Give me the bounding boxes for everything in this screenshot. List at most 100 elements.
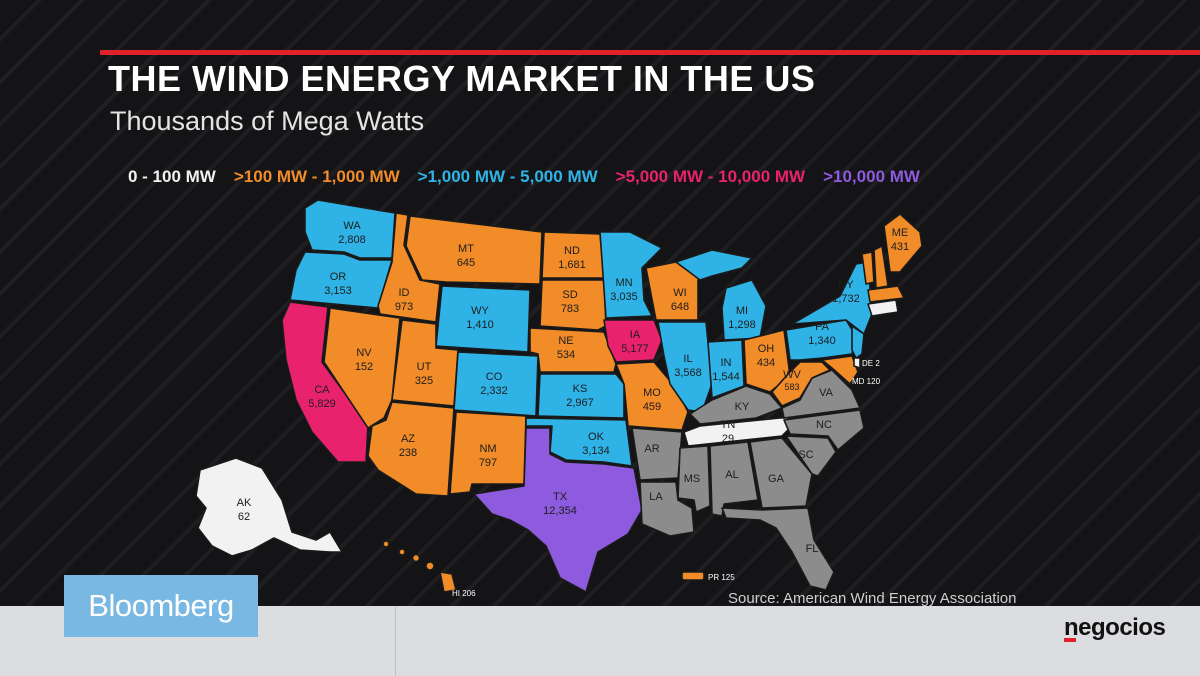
negocios-logo-accent (1064, 638, 1076, 642)
state-co: CO 2,332 (453, 351, 539, 417)
state-fl-code: FL (806, 543, 819, 555)
title-accent-line (100, 50, 1200, 55)
state-wy-code: WY (471, 305, 489, 317)
state-or-code: OR (330, 271, 347, 283)
state-ca-code: CA (314, 384, 330, 396)
state-tn-code: TN (721, 419, 736, 431)
state-mo-code: MO (643, 387, 661, 399)
state-ia-code: IA (630, 329, 641, 341)
state-md (821, 355, 859, 385)
state-nv-code: NV (356, 347, 372, 359)
state-mi: MI 1,298 (675, 249, 767, 341)
state-la-code: LA (649, 491, 663, 503)
state-ia: IA 5,177 (603, 319, 663, 363)
state-al-code: AL (725, 469, 738, 481)
label-md: MD 120 (852, 377, 881, 386)
state-id-code: ID (399, 287, 410, 299)
state-ky-code: KY (735, 401, 750, 413)
state-ms: MS (677, 445, 711, 513)
state-ok-code: OK (588, 431, 605, 443)
state-in-value: 1,544 (712, 371, 740, 383)
state-il: IL 3,568 (657, 321, 713, 413)
state-nm: NM 797 (449, 411, 527, 495)
state-id-value: 973 (395, 301, 413, 313)
state-pa-value: 1,340 (808, 335, 836, 347)
state-nh (873, 245, 889, 289)
state-tn-value: 29 (722, 433, 734, 445)
state-ny-value: 1,732 (832, 293, 860, 305)
state-nv-value: 152 (355, 361, 373, 373)
state-la: LA (639, 481, 695, 537)
state-co-code: CO (486, 371, 503, 383)
state-or: OR 3,153 (289, 251, 393, 309)
legend-item-0-100: 0 - 100 MW (128, 167, 216, 186)
state-mo: MO 459 (615, 361, 689, 431)
state-ar-code: AR (644, 443, 659, 455)
state-mt: MT 645 (405, 215, 543, 285)
state-nm-code: NM (479, 443, 496, 455)
state-sd: SD 783 (539, 279, 607, 331)
state-me: ME 431 (883, 213, 923, 273)
state-il-code: IL (683, 353, 692, 365)
state-ia-value: 5,177 (621, 343, 649, 355)
state-hi (382, 540, 457, 593)
state-nd-code: ND (564, 245, 580, 257)
state-vt (861, 251, 875, 285)
state-wv-code: WV (783, 369, 801, 381)
state-ks-value: 2,967 (566, 397, 594, 409)
state-wv: WV 583 (771, 361, 831, 407)
state-tx-code: TX (553, 491, 568, 503)
state-nc-code: NC (816, 419, 832, 431)
state-de (853, 357, 861, 369)
state-nv: NV 152 (323, 307, 401, 429)
state-il-value: 3,568 (674, 367, 702, 379)
state-mn: MN 3,035 (599, 231, 663, 319)
state-tx-value: 12,354 (543, 505, 577, 517)
state-ca: CA 5,829 (281, 301, 369, 463)
state-az: AZ 238 (367, 401, 455, 497)
state-mt-value: 645 (457, 257, 475, 269)
state-ny: NY 1,732 (791, 261, 873, 335)
state-fl: FL (721, 507, 835, 591)
state-ar: AR (631, 427, 683, 481)
state-ks-code: KS (573, 383, 588, 395)
state-al: AL (709, 441, 759, 517)
state-az-code: AZ (401, 433, 415, 445)
state-ky: KY (689, 385, 783, 425)
state-mn-value: 3,035 (610, 291, 638, 303)
state-oh-value: 434 (757, 357, 775, 369)
legend-item-1000-5000: >1,000 MW - 5,000 MW (417, 167, 598, 186)
state-ak: AK 62 (195, 457, 343, 557)
state-co-value: 2,332 (480, 385, 508, 397)
state-sc: SC (785, 435, 837, 477)
state-wa: WA 2,808 (304, 199, 396, 259)
state-me-value: 431 (891, 241, 909, 253)
bloomberg-logo: Bloomberg (64, 575, 258, 637)
state-or-value: 3,153 (324, 285, 352, 297)
state-mo-value: 459 (643, 401, 661, 413)
state-ma (867, 285, 905, 303)
state-ut-code: UT (417, 361, 432, 373)
state-wi-code: WI (673, 287, 686, 299)
source-note: Source: American Wind Energy Association (728, 590, 1017, 607)
lower-panel-divider (395, 606, 396, 676)
map-title: THE WIND ENERGY MARKET IN THE US (108, 58, 816, 99)
state-tx: TX 12,354 (473, 427, 643, 593)
state-me-code: ME (892, 227, 909, 239)
state-pa-code: PA (815, 321, 830, 333)
state-nc: NC (783, 409, 865, 451)
state-sc-code: SC (798, 449, 813, 461)
state-ak-code: AK (237, 497, 252, 509)
state-wa-value: 2,808 (338, 234, 366, 246)
state-ut: UT 325 (391, 319, 459, 407)
legend-item-100-1000: >100 MW - 1,000 MW (233, 167, 400, 186)
state-nd-value: 1,681 (558, 259, 586, 271)
state-ks: KS 2,967 (537, 373, 625, 419)
state-pa: PA 1,340 (785, 319, 857, 361)
state-wi: WI 648 (645, 261, 699, 321)
state-ne-value: 534 (557, 349, 575, 361)
legend-item-5000-10000: >5,000 MW - 10,000 MW (615, 167, 806, 186)
state-ok-value: 3,134 (582, 445, 610, 457)
state-ne-code: NE (558, 335, 573, 347)
state-mi-value: 1,298 (728, 319, 756, 331)
